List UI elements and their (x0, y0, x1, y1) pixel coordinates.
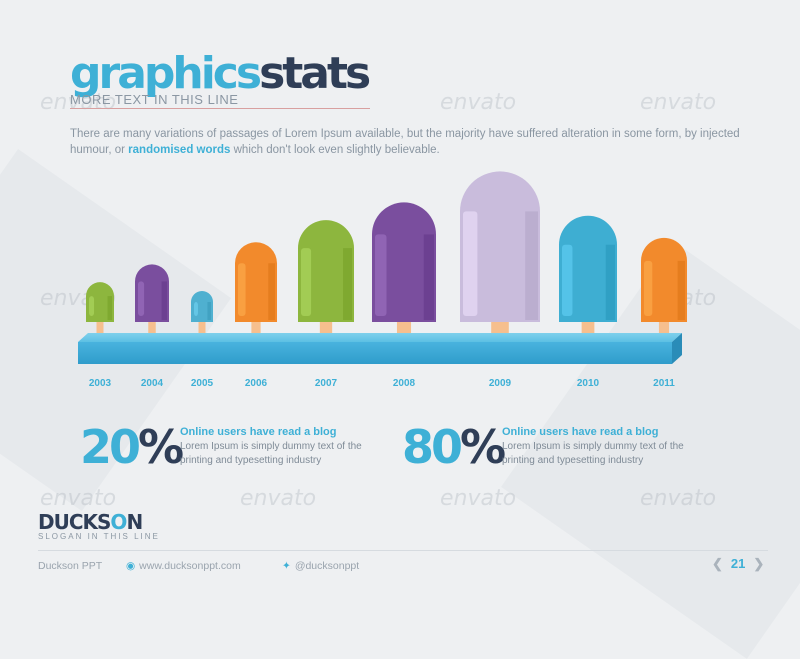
stat-description: Lorem Ipsum is simply dummy text of the … (180, 441, 362, 466)
tick-label-2007: 2007 (315, 378, 338, 389)
popsicle-highlight (301, 248, 312, 316)
shelf-top (78, 333, 682, 342)
tick-label-2010: 2010 (577, 378, 600, 389)
tick-label-2009: 2009 (489, 378, 512, 389)
watermark: envato (640, 486, 717, 511)
popsicle-shadow (423, 234, 434, 320)
bar-2006 (235, 242, 277, 338)
brand-slogan: SLOGAN IN THIS LINE (38, 532, 160, 541)
tick-label-2003: 2003 (89, 378, 112, 389)
bar-2011 (641, 237, 687, 338)
brand-name-accent: O (110, 510, 127, 534)
tick-label-2006: 2006 (245, 378, 268, 389)
footer-twitter[interactable]: ✦ @ducksonppt (282, 560, 359, 572)
tick-label-2008: 2008 (393, 378, 416, 389)
footer-company: Duckson PPT (38, 560, 103, 572)
popsicle-highlight (463, 211, 478, 316)
footer-website-text[interactable]: www.ducksonppt.com (139, 560, 241, 572)
tick-label-2004: 2004 (141, 378, 164, 389)
popsicle-shadow (268, 263, 275, 320)
popsicle-highlight (644, 260, 653, 316)
bar-2005 (191, 291, 213, 338)
bar-2003 (86, 282, 115, 338)
popsicle-shadow (107, 296, 112, 320)
page-number: 21 (730, 556, 746, 571)
popsicle-bar (298, 220, 354, 322)
bar-2007 (298, 220, 354, 338)
watermark: envato (240, 486, 317, 511)
shelf-front (78, 342, 672, 364)
popsicle-highlight (375, 234, 387, 316)
stat-value: 20 (80, 420, 141, 474)
footer-divider (38, 550, 768, 551)
watermark: envato (440, 486, 517, 511)
tick-label-2005: 2005 (191, 378, 214, 389)
globe-icon: ◉ (126, 560, 136, 572)
watermark: envato (40, 486, 117, 511)
stat-percent-sign: % (460, 420, 506, 474)
popsicle-shadow (343, 248, 352, 320)
popsicle-shadow (161, 281, 167, 320)
popsicle-bar (372, 202, 436, 322)
stat-heading: Online users have read a blog (180, 426, 337, 438)
stat-value: 80 (402, 420, 463, 474)
stat-description: Lorem Ipsum is simply dummy text of the … (502, 441, 684, 466)
footer-website[interactable]: ◉ www.ducksonppt.com (126, 560, 241, 572)
watermark: envato (40, 90, 117, 115)
intro-highlight: randomised words (128, 144, 231, 156)
popsicle-bar (460, 171, 540, 322)
popsicle-shadow (525, 211, 538, 320)
tick-label-2011: 2011 (653, 378, 675, 389)
stat-percentage: 20% (80, 420, 184, 474)
page-header: graphicsstats MORE TEXT IN THIS LINE (70, 52, 371, 109)
popsicle-shadow (605, 244, 615, 320)
popsicle-bar (641, 237, 687, 322)
bar-2004 (135, 264, 169, 338)
intro-text-start: There are many variations of passages of… (70, 128, 740, 156)
intro-paragraph: There are many variations of passages of… (70, 126, 750, 158)
shelf-side (672, 333, 682, 364)
page-subtitle: MORE TEXT IN THIS LINE (70, 92, 370, 109)
brand-name: DUCKSON (38, 510, 160, 534)
popsicle-highlight (138, 281, 145, 316)
page-title: graphicsstats (70, 52, 371, 96)
prev-page-icon[interactable]: ❮ (712, 556, 723, 571)
pager: ❮ 21 ❯ (712, 556, 764, 572)
title-part-graphics: graphics (70, 48, 262, 99)
watermark: envato (640, 90, 717, 115)
bar-2010 (559, 215, 617, 338)
popsicle-highlight (194, 302, 198, 316)
popsicle-shadow (677, 260, 685, 320)
popsicle-highlight (238, 263, 246, 316)
popsicle-shadow (207, 302, 211, 320)
stat-percent-sign: % (138, 420, 184, 474)
twitter-bird-icon: ✦ (282, 560, 291, 572)
bar-2008 (372, 202, 436, 338)
stat-percentage: 80% (402, 420, 506, 474)
popsicle-bar-chart: 2003 2004 2005 2006 2007 2008 2009 2010 2011 (78, 171, 687, 389)
brand-name-part: DUCKS (38, 510, 111, 534)
title-part-stats: stats (259, 48, 371, 99)
bar-2009 (460, 171, 540, 338)
popsicle-highlight (562, 244, 573, 316)
stat-heading: Online users have read a blog (502, 426, 659, 438)
footer-twitter-text[interactable]: @ducksonppt (294, 560, 360, 572)
popsicle-bar (559, 215, 617, 322)
popsicle-highlight (89, 296, 95, 316)
brand-name-part: N (126, 510, 143, 534)
intro-text-end: which don't look even slightly believabl… (230, 144, 440, 156)
brand-logo: DUCKSON SLOGAN IN THIS LINE (38, 510, 160, 541)
next-page-icon[interactable]: ❯ (753, 556, 765, 571)
watermark: envato (440, 90, 517, 115)
